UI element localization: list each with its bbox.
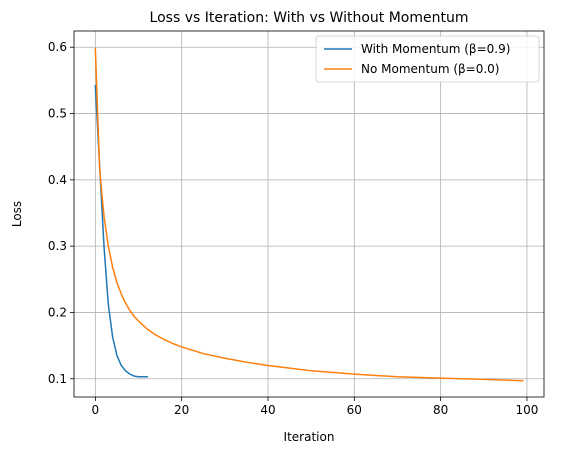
legend-box <box>315 35 540 83</box>
y-tick-label: 0.6 <box>48 40 67 54</box>
y-tick-label: 0.4 <box>48 173 67 187</box>
plot-frame <box>73 30 545 398</box>
y-tick-label: 0.2 <box>48 305 67 319</box>
x-axis-label: Iteration <box>284 430 335 444</box>
legend-entry: With Momentum (β=0.9) <box>361 42 510 56</box>
series-layer <box>94 47 524 382</box>
chart-title: Loss vs Iteration: With vs Without Momen… <box>150 10 469 26</box>
x-tick-label: 0 <box>92 403 100 417</box>
x-tick-label: 20 <box>174 403 189 417</box>
grid-lines <box>74 31 544 397</box>
series-line-1 <box>94 84 148 378</box>
x-tick-label: 60 <box>347 403 362 417</box>
y-tick-label: 0.1 <box>48 372 67 386</box>
x-tick-label: 80 <box>433 403 448 417</box>
legend: With Momentum (β=0.9) No Momentum (β=0.0) <box>315 35 540 83</box>
y-tick-label: 0.3 <box>48 239 67 253</box>
x-tick-label: 40 <box>260 403 275 417</box>
x-axis-ticks: 0 20 40 60 80 100 <box>92 397 538 417</box>
legend-entry: No Momentum (β=0.0) <box>361 62 499 76</box>
y-axis-label: Loss <box>10 201 24 227</box>
series-line-2 <box>94 47 524 382</box>
y-tick-label: 0.5 <box>48 107 67 121</box>
x-tick-label: 100 <box>515 403 538 417</box>
y-axis-ticks: 0.1 0.2 0.3 0.4 0.5 0.6 <box>48 40 74 386</box>
